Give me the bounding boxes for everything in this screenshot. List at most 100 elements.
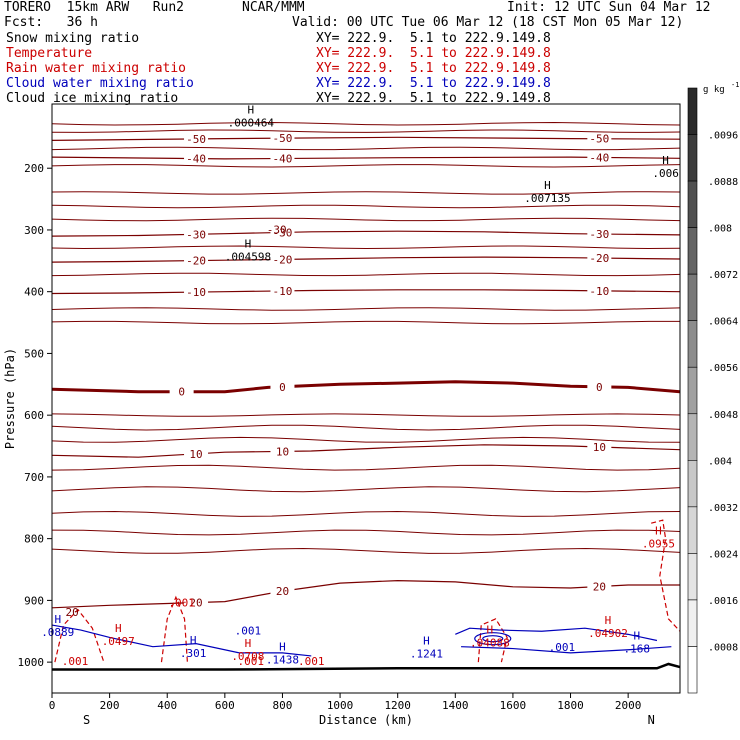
contour-label-bg [184, 228, 209, 241]
maximum-marker: H [190, 634, 197, 647]
valid-time: Valid: 00 UTC Tue 06 Mar 12 (18 CST Mon … [292, 15, 684, 30]
maximum-marker: H [633, 630, 640, 643]
maximum-value: .006 [652, 167, 679, 180]
maximum-value: .0955 [642, 538, 675, 551]
rain-contour [477, 618, 508, 663]
maximum-marker: H [487, 623, 494, 636]
colorbar-unit-exponent: -1 [731, 81, 739, 89]
maximum-value: .004598 [225, 251, 271, 264]
y-tick-label: 200 [24, 162, 44, 175]
colorbar-label: .0008 [708, 642, 738, 653]
contour-label: -10 [186, 286, 206, 299]
x-tick-label: 1200 [384, 699, 411, 712]
contour-label-bg [169, 385, 194, 398]
thin-isotherm [51, 510, 681, 517]
thin-isotherm [51, 413, 681, 417]
temperature-contour [51, 579, 680, 609]
x-tick-label: 1600 [500, 699, 527, 712]
colorbar-bin [687, 553, 698, 601]
maximum-marker: H [544, 179, 551, 192]
contour-label-bg [587, 227, 612, 240]
rain-contour [651, 519, 681, 632]
north-label: N [648, 713, 655, 727]
legend-snow-coords: XY= 222.9. 5.1 to 222.9.149.8 [316, 31, 551, 46]
cloud-water-contour [51, 624, 312, 657]
maximum-marker: H [245, 238, 252, 251]
contour-label: 20 [276, 585, 289, 598]
colorbar-label: .0056 [708, 363, 738, 374]
colorbar-bin [687, 460, 698, 508]
init-time: Init: 12 UTC Sun 04 Mar 12 [507, 0, 711, 15]
x-axis-label: Distance (km) [319, 713, 413, 727]
contour-small-label: .001 [62, 655, 89, 668]
x-tick-label: 600 [215, 699, 235, 712]
legend-snow: Snow mixing ratio [6, 31, 140, 46]
contour-label: -30 [186, 228, 206, 241]
contour-label-bg [270, 226, 295, 239]
maximum-marker: H [115, 622, 122, 635]
x-tick-label: 200 [100, 699, 120, 712]
thin-isotherm [51, 245, 681, 250]
x-tick-label: 1000 [327, 699, 354, 712]
legend-cloud-water-coords: XY= 222.9. 5.1 to 222.9.149.8 [316, 76, 551, 91]
thin-isotherm [51, 164, 681, 168]
contour-label-bg [587, 132, 612, 145]
colorbar-label: .0016 [708, 596, 738, 607]
maximum-value: .04088 [470, 636, 510, 649]
thin-isotherm [51, 307, 681, 311]
contour-label: 10 [276, 445, 289, 458]
contour-label: -50 [273, 132, 293, 145]
colorbar-bin [687, 227, 698, 275]
thin-isotherm [51, 320, 680, 325]
colorbar-bin [687, 646, 698, 694]
contour-label-bg [587, 380, 612, 393]
contour-label-bg [587, 151, 612, 164]
y-tick-label: 800 [24, 533, 44, 546]
temperature-contour [51, 380, 681, 394]
colorbar-unit: g kg [703, 85, 725, 95]
x-tick-label: 400 [157, 699, 177, 712]
legend-cloud-ice: Cloud ice mixing ratio [6, 91, 179, 106]
maximum-marker: H [54, 613, 61, 626]
maximum-value: .007135 [524, 192, 570, 205]
contour-label: 0 [178, 386, 185, 399]
maximum-value: .0889 [41, 626, 74, 639]
colorbar-label: .004 [708, 456, 732, 467]
org-label: NCAR/MMM [242, 0, 305, 15]
contour-label-bg [184, 152, 209, 165]
maximum-marker: H [605, 614, 612, 627]
plot-frame [51, 103, 681, 694]
legend-temperature-coords: XY= 222.9. 5.1 to 222.9.149.8 [316, 46, 551, 61]
y-tick-label: 500 [24, 347, 44, 360]
maximum-marker: H [245, 637, 252, 650]
maximum-value: .000464 [228, 117, 275, 130]
temperature-contour [51, 156, 681, 160]
colorbar-bin [687, 366, 698, 415]
south-label: S [83, 713, 90, 727]
maximum-value: .0708 [231, 650, 264, 663]
legend-rain-coords: XY= 222.9. 5.1 to 222.9.149.8 [316, 61, 551, 76]
contour-label: -50 [186, 133, 206, 146]
thin-isotherm [51, 529, 681, 536]
colorbar-label: .0024 [708, 549, 738, 560]
contour-label-bg [587, 441, 612, 454]
temperature-contour [51, 444, 681, 458]
contour-small-label: .001 [168, 597, 195, 610]
contour-label-bg [270, 445, 295, 458]
y-tick-label: 600 [24, 409, 44, 422]
colorbar-bin [687, 320, 698, 368]
contour-label: -10 [273, 285, 293, 298]
contour-label-bg [184, 596, 209, 609]
maximum-value: .1438 [266, 654, 299, 667]
rain-contour [54, 608, 105, 663]
y-tick-label: 1000 [18, 656, 45, 669]
maximum-value: .04902 [588, 627, 628, 640]
colorbar-label: .0088 [708, 177, 738, 188]
legend-cloud-water: Cloud water mixing ratio [6, 76, 194, 91]
contour-small-label: -30 [267, 224, 287, 237]
maximum-marker: H [279, 641, 286, 654]
contour-label-bg [587, 580, 612, 593]
contour-label: 10 [593, 441, 606, 454]
